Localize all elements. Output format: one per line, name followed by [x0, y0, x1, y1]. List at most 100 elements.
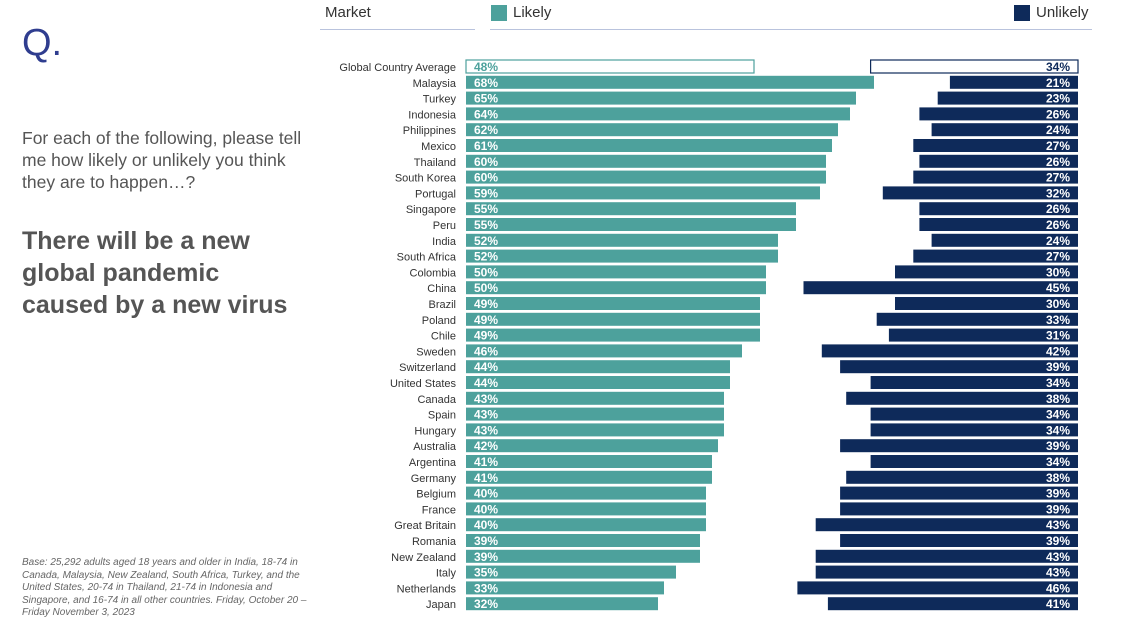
likely-value-label: 68%: [474, 76, 498, 90]
market-label: Germany: [411, 473, 457, 485]
unlikely-bar: [797, 581, 1078, 595]
unlikely-bar: [870, 423, 1078, 437]
likely-value-label: 52%: [474, 234, 498, 248]
likely-value-label: 40%: [474, 502, 498, 516]
likely-value-label: 44%: [474, 360, 498, 374]
unlikely-bar: [919, 154, 1078, 168]
unlikely-value-label: 26%: [1046, 218, 1070, 232]
unlikely-bar: [815, 565, 1078, 579]
likely-bar: [466, 107, 850, 121]
market-label: Indonesia: [408, 109, 457, 121]
market-column-header: Market: [325, 4, 371, 21]
unlikely-value-label: 32%: [1046, 186, 1070, 200]
likely-value-label: 41%: [474, 455, 498, 469]
likely-bar: [466, 170, 826, 184]
likely-bar: [466, 281, 766, 295]
unlikely-value-label: 38%: [1046, 471, 1070, 485]
likely-value-label: 62%: [474, 123, 498, 137]
unlikely-bar: [846, 391, 1078, 405]
likely-bar: [466, 486, 706, 500]
unlikely-bar: [803, 281, 1078, 295]
market-label: Poland: [422, 315, 456, 327]
unlikely-value-label: 26%: [1046, 202, 1070, 216]
likely-value-label: 49%: [474, 313, 498, 327]
unlikely-value-label: 26%: [1046, 107, 1070, 121]
likely-bar: [466, 297, 760, 310]
likely-value-label: 39%: [474, 534, 498, 548]
likely-value-label: 43%: [474, 423, 498, 437]
likely-value-label: 33%: [474, 581, 498, 595]
unlikely-value-label: 24%: [1046, 123, 1070, 137]
unlikely-bar: [840, 360, 1078, 374]
likely-value-label: 65%: [474, 92, 498, 106]
market-label: India: [432, 236, 457, 248]
likely-bar: [466, 423, 724, 437]
market-label: Peru: [433, 220, 456, 232]
unlikely-bar: [815, 549, 1078, 563]
likely-bar: [466, 123, 838, 137]
market-label: Singapore: [406, 204, 456, 216]
unlikely-bar: [937, 91, 1078, 105]
unlikely-bar: [870, 455, 1078, 468]
likely-value-label: 50%: [474, 265, 498, 279]
market-label: Turkey: [423, 94, 457, 106]
unlikely-bar: [949, 75, 1078, 89]
likely-bar: [466, 154, 826, 168]
likely-value-label: 60%: [474, 171, 498, 185]
unlikely-bar: [919, 202, 1078, 216]
unlikely-bar: [840, 534, 1078, 547]
unlikely-bar: [840, 439, 1078, 453]
market-label: France: [422, 504, 456, 516]
market-label: Thailand: [414, 157, 456, 169]
likely-value-label: 49%: [474, 329, 498, 343]
likely-value-label: 50%: [474, 281, 498, 295]
likely-value-label: 59%: [474, 186, 498, 200]
likely-bar: [466, 581, 664, 595]
unlikely-bar: [846, 470, 1078, 484]
likely-value-label: 44%: [474, 376, 498, 390]
question-text: For each of the following, please tell m…: [22, 128, 302, 192]
question-marker: Q.: [22, 22, 63, 64]
unlikely-value-label: 46%: [1046, 581, 1070, 595]
market-label: New Zealand: [391, 552, 456, 564]
unlikely-value-label: 34%: [1046, 376, 1070, 390]
market-label: Italy: [436, 568, 457, 580]
market-label: South Korea: [395, 173, 457, 185]
market-label: Belgium: [416, 489, 456, 501]
unlikely-bar: [919, 107, 1078, 121]
market-label: Argentina: [409, 457, 457, 469]
likely-bar: [466, 265, 766, 279]
likely-bar: [466, 344, 742, 358]
statement-text: There will be a new global pandemic caus…: [22, 227, 288, 319]
market-label: Global Country Average: [339, 62, 456, 74]
likely-value-label: 46%: [474, 344, 498, 358]
unlikely-bar: [895, 265, 1078, 279]
likely-value-label: 40%: [474, 518, 498, 532]
market-label: Malaysia: [413, 78, 457, 90]
market-label: Romania: [412, 536, 457, 548]
likely-bar: [466, 597, 658, 611]
unlikely-value-label: 21%: [1046, 76, 1070, 90]
base-note: Base: 25,292 adults aged 18 years and ol…: [22, 557, 307, 618]
unlikely-value-label: 27%: [1046, 171, 1070, 185]
likely-value-label: 40%: [474, 487, 498, 501]
market-label: Sweden: [416, 346, 456, 358]
likely-bar: [466, 75, 874, 89]
likely-value-label: 64%: [474, 107, 498, 121]
likely-bar: [466, 312, 760, 326]
likely-value-label: 43%: [474, 392, 498, 406]
unlikely-value-label: 27%: [1046, 250, 1070, 264]
unlikely-value-label: 39%: [1046, 534, 1070, 548]
unlikely-value-label: 43%: [1046, 550, 1070, 564]
market-label: United States: [390, 378, 457, 390]
unlikely-bar: [895, 297, 1078, 310]
likely-bar: [466, 233, 778, 247]
likely-bar: [466, 470, 712, 484]
market-label: China: [427, 283, 457, 295]
legend-unlikely: Unlikely: [1014, 4, 1089, 21]
likely-value-label: 32%: [474, 597, 498, 611]
likely-bar: [466, 455, 712, 468]
left-panel: Q. For each of the following, please tel…: [0, 0, 310, 618]
unlikely-value-label: 30%: [1046, 297, 1070, 311]
market-label: Portugal: [415, 188, 456, 200]
